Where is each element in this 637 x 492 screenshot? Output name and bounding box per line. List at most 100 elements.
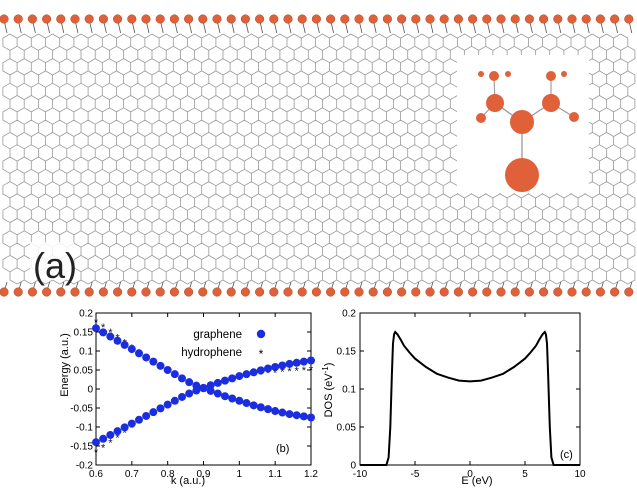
edge-atom (0, 287, 9, 297)
graphene-point (249, 401, 258, 410)
graphene-point (249, 368, 258, 377)
x-tick-label: 0.6 (89, 469, 103, 480)
graphene-point (163, 366, 172, 374)
edge-atom (468, 14, 478, 24)
hydrophene-point: * (94, 447, 99, 459)
graphene-point (156, 404, 165, 413)
graphene-point (292, 411, 301, 420)
y-tick-label: -0.1 (76, 423, 94, 434)
edge-atom (553, 287, 563, 297)
edge-atom (13, 14, 23, 24)
graphene-point (299, 357, 308, 366)
graphene-point (92, 324, 100, 333)
edge-atom (496, 14, 506, 24)
edge-atom (311, 287, 321, 297)
graphene-point (307, 413, 315, 422)
inset-atom (542, 94, 560, 112)
y-axis-label: Energy (a.u.) (59, 333, 71, 397)
edge-atom (553, 14, 563, 24)
graphene-point (307, 356, 315, 365)
x-tick-label: 10 (574, 469, 586, 480)
graphene-point (178, 374, 186, 383)
graphene-point (278, 361, 287, 370)
edge-atom (255, 287, 265, 297)
inset-atom (486, 94, 504, 112)
legend-label-hydrophene: hydrophene (181, 347, 242, 359)
dos-line (360, 330, 580, 466)
panel-label-a: (a) (33, 245, 77, 286)
edge-atom (240, 287, 250, 297)
edge-atom (326, 14, 336, 24)
edge-atom (113, 287, 123, 297)
axis-ticks: 0.6 0.7 0.8 0.9 1 1.1 1.2 -0.2 -0.15 -0.1 -0.05 0 0.… (70, 309, 318, 481)
edge-atom (368, 14, 378, 24)
y-tick-label: -0.15 (70, 442, 93, 453)
edge-atom (595, 287, 605, 297)
graphene-point (156, 361, 165, 370)
hydrophene-point: * (252, 370, 257, 382)
legend-marker-hydrophene: * (259, 347, 264, 361)
hydrophene-point: * (266, 368, 271, 380)
panel-b-band-chart: ****************************************… (0, 300, 318, 488)
edge-atom (283, 287, 293, 297)
y-tick-label: 0 (87, 385, 93, 396)
y-tick-label: 0 (350, 461, 356, 472)
dos-chart: -10 -5 0 5 10 0 0.05 0.1 0.15 0.2 E (eV) DOS (eV-… (321, 309, 586, 488)
edge-atom (98, 287, 108, 297)
graphene-point (170, 370, 179, 379)
edge-atom (27, 287, 37, 297)
graphene-point (228, 394, 237, 403)
y-tick-label: -0.05 (70, 404, 93, 415)
inset-atom-small (546, 71, 556, 81)
edge-atom (56, 287, 66, 297)
y-tick-label: 0.15 (337, 347, 357, 358)
edge-atom (340, 287, 350, 297)
edge-atom (439, 287, 449, 297)
edge-atom (510, 14, 520, 24)
edge-atom (354, 287, 364, 297)
edge-atom (425, 287, 435, 297)
graphene-point (113, 336, 122, 345)
edge-atom (510, 287, 520, 297)
edge-atom (27, 14, 37, 24)
panel-a-lattice: (a) (0, 14, 636, 297)
legend-label-graphene: graphene (193, 329, 242, 341)
panel-label-c: (c) (560, 449, 573, 461)
edge-atom (127, 287, 137, 297)
edge-atom (255, 14, 265, 24)
graphene-point (221, 376, 229, 385)
edge-atom (184, 14, 194, 24)
edge-atom (482, 287, 492, 297)
label-background (30, 242, 74, 280)
edge-atom (610, 287, 620, 297)
graphene-point (92, 438, 100, 447)
graphene-point (149, 357, 158, 366)
hydrophene-point: * (273, 367, 278, 379)
graphene-point (135, 415, 143, 424)
graphene-point (213, 378, 222, 387)
graphene-point (213, 389, 222, 398)
inset-atom-large (505, 158, 539, 192)
edge-atom (269, 14, 279, 24)
edge-atom (113, 14, 123, 24)
graphene-point (271, 407, 280, 416)
inset-atom-center (510, 110, 534, 134)
edge-atom (269, 287, 279, 297)
edge-atom (368, 287, 378, 297)
edge-atom (127, 14, 137, 24)
graphene-point (199, 383, 208, 392)
graphene-point (228, 374, 237, 383)
edge-atom (581, 287, 591, 297)
hydrophene-point: * (115, 432, 120, 444)
panel-c-dos-chart: -10 -5 0 5 10 0 0.05 0.1 0.15 0.2 E (eV) DOS (eV-… (318, 300, 637, 488)
edge-atom (453, 287, 463, 297)
molecule-inset (476, 71, 579, 192)
hydrophene-point: * (108, 437, 113, 449)
edge-atom (453, 14, 463, 24)
edge-atom (482, 14, 492, 24)
graphene-point (127, 345, 136, 354)
y-tick-label: 0.1 (79, 347, 93, 358)
graphene-point (271, 362, 280, 371)
edge-atom (524, 287, 534, 297)
y-tick-label: 0.15 (74, 328, 94, 339)
